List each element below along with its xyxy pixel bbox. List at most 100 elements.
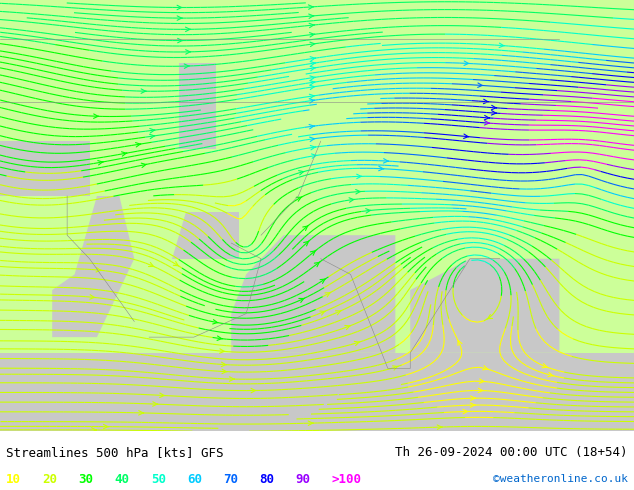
FancyArrowPatch shape (325, 292, 331, 297)
FancyArrowPatch shape (482, 366, 488, 370)
FancyArrowPatch shape (141, 89, 146, 94)
Text: 30: 30 (79, 473, 94, 486)
Text: 10: 10 (6, 473, 22, 486)
FancyArrowPatch shape (153, 402, 158, 406)
FancyArrowPatch shape (308, 5, 314, 9)
Polygon shape (52, 196, 134, 337)
FancyArrowPatch shape (303, 225, 309, 230)
Text: >100: >100 (332, 473, 361, 486)
FancyArrowPatch shape (136, 143, 141, 147)
FancyArrowPatch shape (542, 364, 548, 368)
FancyArrowPatch shape (308, 421, 313, 425)
FancyArrowPatch shape (98, 161, 103, 165)
FancyArrowPatch shape (463, 409, 468, 414)
Text: 20: 20 (42, 473, 58, 486)
FancyArrowPatch shape (222, 369, 227, 374)
FancyArrowPatch shape (91, 428, 96, 432)
FancyArrowPatch shape (309, 23, 314, 27)
FancyArrowPatch shape (484, 121, 489, 125)
FancyArrowPatch shape (309, 33, 315, 37)
FancyArrowPatch shape (463, 134, 469, 139)
FancyArrowPatch shape (173, 262, 179, 266)
FancyArrowPatch shape (94, 114, 99, 119)
Text: 90: 90 (295, 473, 311, 486)
FancyArrowPatch shape (458, 341, 462, 345)
FancyArrowPatch shape (384, 159, 389, 163)
FancyArrowPatch shape (304, 241, 309, 246)
FancyArrowPatch shape (160, 393, 165, 397)
FancyArrowPatch shape (178, 38, 183, 43)
FancyArrowPatch shape (309, 137, 315, 142)
FancyArrowPatch shape (310, 66, 316, 71)
Text: 40: 40 (115, 473, 130, 486)
FancyArrowPatch shape (548, 372, 553, 377)
Text: 70: 70 (223, 473, 238, 486)
FancyArrowPatch shape (479, 379, 484, 383)
FancyArrowPatch shape (483, 99, 489, 104)
FancyArrowPatch shape (356, 190, 361, 194)
FancyArrowPatch shape (310, 80, 315, 85)
Text: Streamlines 500 hPa [kts] GFS: Streamlines 500 hPa [kts] GFS (6, 446, 224, 459)
FancyArrowPatch shape (251, 389, 256, 393)
FancyArrowPatch shape (392, 366, 398, 370)
FancyArrowPatch shape (310, 146, 316, 150)
FancyArrowPatch shape (484, 116, 489, 120)
FancyArrowPatch shape (177, 5, 182, 10)
FancyArrowPatch shape (96, 268, 101, 272)
FancyArrowPatch shape (309, 98, 314, 103)
FancyArrowPatch shape (230, 377, 235, 381)
FancyArrowPatch shape (177, 16, 182, 20)
FancyArrowPatch shape (499, 43, 504, 48)
FancyArrowPatch shape (378, 166, 384, 171)
FancyArrowPatch shape (311, 154, 317, 158)
FancyArrowPatch shape (345, 325, 351, 330)
FancyArrowPatch shape (437, 425, 443, 429)
FancyArrowPatch shape (314, 262, 320, 267)
FancyArrowPatch shape (103, 424, 108, 429)
Text: Th 26-09-2024 00:00 UTC (18+54): Th 26-09-2024 00:00 UTC (18+54) (395, 446, 628, 459)
FancyArrowPatch shape (309, 14, 314, 19)
FancyArrowPatch shape (141, 163, 146, 168)
FancyArrowPatch shape (464, 61, 469, 66)
FancyArrowPatch shape (186, 27, 191, 31)
Polygon shape (179, 63, 216, 149)
Polygon shape (410, 259, 559, 353)
FancyArrowPatch shape (478, 388, 483, 392)
FancyArrowPatch shape (357, 174, 362, 179)
FancyArrowPatch shape (139, 411, 144, 415)
FancyArrowPatch shape (491, 105, 496, 110)
FancyArrowPatch shape (320, 278, 326, 283)
FancyArrowPatch shape (349, 198, 354, 202)
FancyArrowPatch shape (212, 319, 218, 324)
FancyArrowPatch shape (122, 152, 127, 156)
FancyArrowPatch shape (310, 57, 316, 61)
FancyArrowPatch shape (309, 124, 314, 129)
FancyArrowPatch shape (219, 349, 225, 353)
FancyArrowPatch shape (320, 311, 325, 315)
FancyArrowPatch shape (217, 336, 223, 341)
Text: 60: 60 (187, 473, 202, 486)
FancyArrowPatch shape (150, 134, 155, 139)
FancyArrowPatch shape (221, 362, 226, 367)
FancyArrowPatch shape (299, 171, 304, 175)
FancyArrowPatch shape (90, 295, 95, 299)
FancyArrowPatch shape (470, 403, 476, 407)
FancyArrowPatch shape (470, 396, 476, 400)
FancyArrowPatch shape (299, 298, 304, 302)
FancyArrowPatch shape (487, 315, 493, 319)
FancyArrowPatch shape (310, 42, 315, 47)
FancyArrowPatch shape (148, 263, 154, 267)
FancyArrowPatch shape (310, 61, 316, 66)
FancyArrowPatch shape (366, 209, 371, 213)
Text: ©weatheronline.co.uk: ©weatheronline.co.uk (493, 474, 628, 485)
FancyArrowPatch shape (491, 111, 496, 115)
Polygon shape (172, 212, 238, 259)
Text: 50: 50 (151, 473, 166, 486)
FancyArrowPatch shape (310, 76, 315, 80)
FancyArrowPatch shape (296, 197, 302, 201)
Polygon shape (231, 235, 396, 353)
FancyArrowPatch shape (184, 64, 190, 69)
FancyArrowPatch shape (335, 311, 341, 315)
FancyArrowPatch shape (186, 49, 191, 54)
Text: 80: 80 (259, 473, 275, 486)
